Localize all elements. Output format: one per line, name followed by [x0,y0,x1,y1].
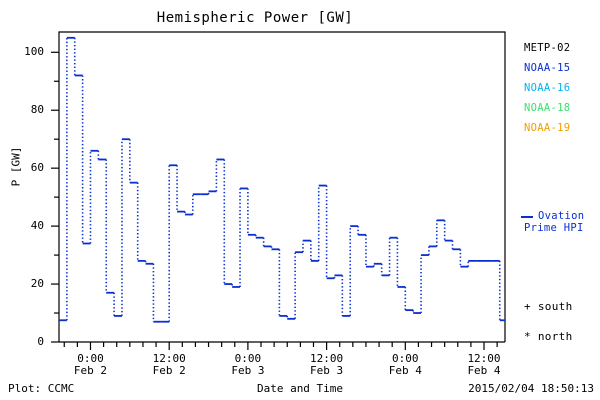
legend-model-label-line1[interactable]: Ovation [538,210,585,222]
x-tick-date: Feb 3 [310,364,344,377]
x-tick-label: 12:00 Feb 3 [282,353,372,377]
legend-marker-label: south [537,300,573,313]
x-tick-date: Feb 2 [73,364,108,377]
x-tick-date: Feb 3 [231,364,265,377]
x-tick-label: 12:00 Feb 4 [439,353,529,377]
y-tick-label: 60 [30,161,44,175]
x-tick-label: 12:00 Feb 2 [124,353,214,377]
y-tick-label: 0 [37,335,44,348]
y-tick-label: 80 [30,103,44,117]
legend-dash-marker [521,216,533,218]
x-axis-label: Date and Time [256,382,344,395]
x-tick-time: 0:00 [77,352,104,365]
x-tick-time: 12:00 [152,352,186,365]
y-tick-label: 100 [24,45,44,59]
legend-marker-glyph: + [524,300,531,313]
legend-marker-label: north [537,330,573,343]
x-tick-time: 12:00 [310,352,344,365]
footer-timestamp: 2015/02/04 18:50:13 [468,382,594,395]
x-tick-label: 0:00 Feb 2 [45,353,135,377]
x-tick-time: 0:00 [234,352,262,365]
legend-item-satellite[interactable]: NOAA-18 [524,102,571,114]
legend-model-label-line2[interactable]: Prime HPI [524,222,584,234]
data-series [59,36,505,323]
legend-item-marker: * north [524,330,573,343]
x-tick-time: 12:00 [467,352,501,365]
legend-marker-glyph: * [524,330,531,343]
legend-item-satellite[interactable]: NOAA-19 [524,122,571,134]
x-tick-date: Feb 4 [388,364,422,377]
x-tick-date: Feb 2 [152,364,186,377]
plot-frame [58,31,506,342]
x-tick-date: Feb 4 [467,364,501,377]
legend-item-satellite[interactable]: METP-02 [524,42,571,54]
y-tick-label: 40 [30,219,44,233]
x-tick-label: 0:00 Feb 4 [360,353,450,377]
chart-title: Hemispheric Power [GW] [156,10,354,26]
y-tick-label: 20 [30,277,44,291]
legend-item-satellite[interactable]: NOAA-16 [524,82,571,94]
legend-item-satellite[interactable]: NOAA-15 [524,62,571,74]
x-tick-time: 0:00 [392,352,419,365]
legend-item-marker: + south [524,300,573,313]
footer-plot-credit: Plot: CCMC [8,382,75,395]
x-tick-label: 0:00 Feb 3 [203,353,293,377]
